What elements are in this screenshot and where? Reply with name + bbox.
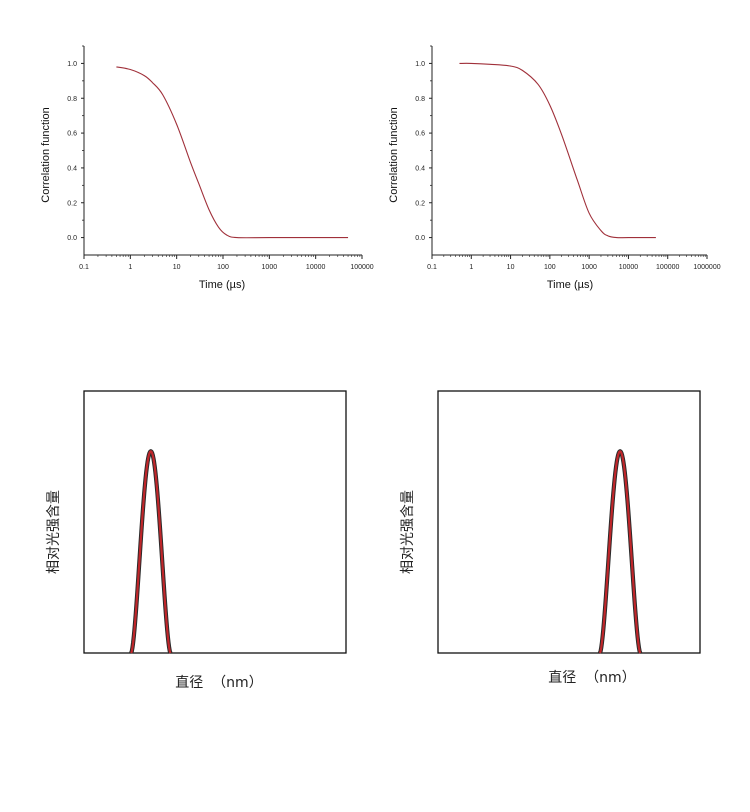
x-tick-label: 1: [469, 264, 473, 271]
x-tick-label: 1000: [581, 264, 597, 271]
correlation-curve: [459, 62, 656, 239]
peak-curve: [598, 450, 642, 654]
correlation-chart-right: 0.0 0.2 0.4 0.6 0.8 1.0 0.1 1 10 100 1000 10000 1000…: [388, 45, 721, 291]
plot-frame: [437, 390, 701, 654]
chart-series: [597, 449, 643, 654]
peak-outline: [597, 449, 643, 654]
x-tick-label: 10: [173, 264, 181, 271]
y-tick-label: 0.2: [415, 200, 425, 207]
y-tick-label: 0.2: [67, 200, 77, 207]
y-tick-label: 0.6: [67, 131, 77, 138]
y-tick-label: 0.6: [415, 131, 425, 138]
x-tick-label: 100000: [350, 264, 373, 271]
chart-axes: 0.0 0.2 0.4 0.6 0.8 1.0 0.1 1 10 100 1000 10000 1000…: [415, 45, 721, 271]
y-tick-label: 0.0: [415, 235, 425, 242]
chart-series: [459, 62, 656, 239]
correlation-curve: [116, 66, 349, 239]
chart-axes: 0.0 0.2 0.4 0.6 0.8 1.0 0.1 1 10 100 1000 10000 1000…: [67, 45, 374, 271]
x-tick-label: 0.1: [79, 264, 89, 271]
chart-series: [129, 449, 173, 654]
y-axis-label: Correlation function: [40, 107, 52, 202]
y-axis-label: 相对光强含量: [46, 490, 62, 574]
y-tick-label: 0.4: [67, 165, 77, 172]
y-tick-label: 0.4: [415, 165, 425, 172]
x-tick-label: 1000000: [693, 264, 720, 271]
peak-outline: [129, 449, 173, 654]
y-tick-label: 0.0: [67, 235, 77, 242]
x-tick-label: 1: [128, 264, 132, 271]
x-tick-label: 100: [217, 264, 229, 271]
y-tick-label: 0.8: [415, 96, 425, 103]
x-tick-label: 100000: [656, 264, 679, 271]
y-axis-label: 相对光强含量: [400, 490, 416, 574]
x-tick-label: 10: [507, 264, 515, 271]
x-tick-label: 10000: [619, 264, 639, 271]
y-tick-label: 0.8: [67, 96, 77, 103]
y-axis-label: Correlation function: [388, 107, 400, 202]
peak-curve: [130, 450, 172, 654]
plot-frame: [83, 390, 347, 654]
size-distribution-left: 直径 （nm） 相对光强含量: [46, 390, 347, 691]
x-axis-label: Time (µs): [547, 279, 593, 291]
x-tick-label: 100: [544, 264, 556, 271]
x-axis-label: 直径 （nm）: [548, 669, 635, 686]
correlation-chart-left: 0.0 0.2 0.4 0.6 0.8 1.0 0.1 1 10 100 1000 10000 1000…: [40, 45, 374, 291]
size-distribution-right: 直径 （nm） 相对光强含量: [400, 390, 701, 686]
chart-series: [116, 66, 349, 239]
x-tick-label: 1000: [262, 264, 278, 271]
x-axis-label: Time (µs): [199, 279, 245, 291]
y-tick-label: 1.0: [67, 61, 77, 68]
x-tick-label: 0.1: [427, 264, 437, 271]
x-axis-label: 直径 （nm）: [175, 674, 262, 691]
x-tick-label: 10000: [306, 264, 326, 271]
y-tick-label: 1.0: [415, 61, 425, 68]
